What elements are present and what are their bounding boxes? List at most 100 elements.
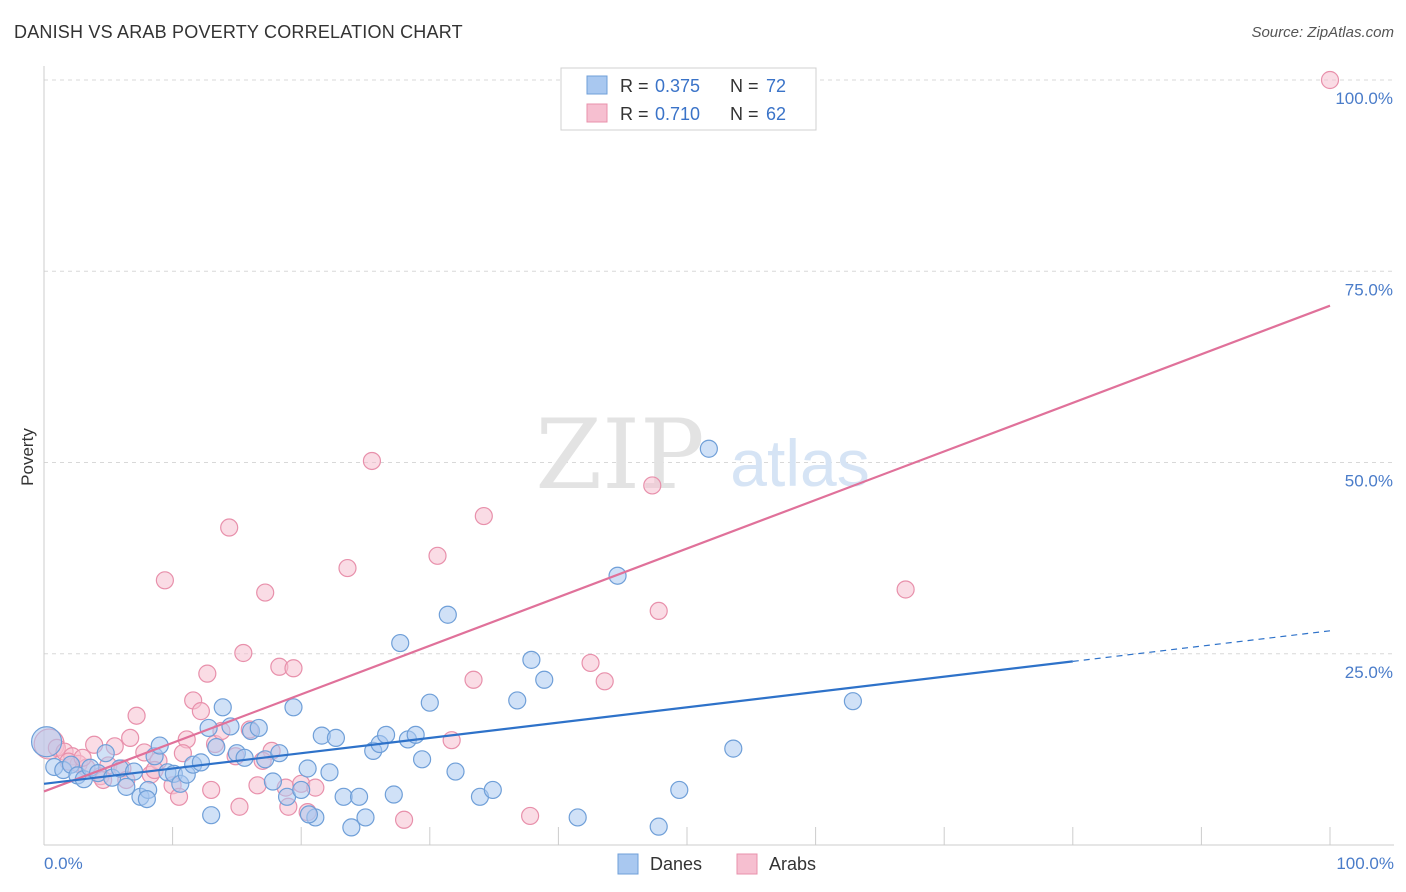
legend-r-label-arabs: R = [620,104,649,124]
trend-layer [43,304,1331,793]
series-legend-swatch-danes [617,853,639,875]
arabs-trend-line [43,304,1331,793]
arabs-point [191,702,210,721]
danes-point [356,808,375,827]
arabs-point [256,583,275,602]
danes-point [326,728,346,748]
arabs-point [428,546,447,565]
arabs-point [202,780,221,800]
chart-title: DANISH VS ARAB POVERTY CORRELATION CHART [14,22,463,42]
danes-point [96,744,115,763]
arabs-point [595,672,614,691]
danes-point [483,780,502,800]
arabs-point [649,601,668,621]
legend-r-value-arabs: 0.710 [655,104,700,124]
arabs-point [474,506,493,526]
danes-point [670,780,689,800]
arabs-point [234,643,253,663]
danes-point [342,818,361,837]
danes-point [249,718,268,738]
arabs-point [464,670,483,689]
danes-point [137,789,156,809]
x-tick-label-right: 100.0% [1336,854,1394,873]
arabs-point [581,653,600,673]
series-legend-label-arabs: Arabs [769,854,816,874]
danes-point [284,698,303,717]
legend-n-value-arabs: 62 [766,104,786,124]
danes-point [384,785,403,804]
y-tick-label: 50.0% [1345,472,1393,491]
danes-point [376,725,396,744]
series-legend-swatch-arabs [736,853,758,875]
danes-point [117,777,136,796]
y-axis-label: Poverty [18,428,37,486]
danes-point [649,817,668,836]
source-credit: Source: ZipAtlas.com [1251,24,1394,41]
y-tick-label: 75.0% [1345,280,1393,299]
arabs-point [643,476,662,495]
series-legend-label-danes: Danes [650,854,702,874]
danes-point [535,670,554,689]
danes-point [843,692,862,711]
y-tick-label: 25.0% [1345,663,1393,682]
danes-point [298,759,317,778]
legend-swatch-arabs [586,103,608,123]
watermark-atlas: atlas [730,426,869,500]
legend-r-label-danes: R = [620,76,649,96]
danes-point [568,808,587,827]
danes-point [292,780,311,800]
series-legend: Danes Arabs [617,853,816,875]
arabs-point [121,728,140,748]
arabs-point [173,744,192,763]
danes-trend-line [43,660,1073,785]
arabs-point [362,451,382,471]
danes-point [207,737,226,757]
arabs-point [198,664,217,683]
arabs-point [896,580,915,599]
arabs-point [220,518,239,537]
legend-n-value-danes: 72 [766,76,786,96]
danes-point [522,650,541,669]
danes-point [270,744,289,763]
arabs-point [155,571,174,590]
danes-point [202,806,221,825]
danes-point [699,439,718,458]
danes-point [438,605,457,624]
danes-point [508,691,527,710]
arabs-point [230,797,249,816]
x-tick-label-left: 0.0% [44,854,83,873]
danes-point [724,739,743,758]
danes-points [30,439,862,837]
danes-point [349,787,369,806]
stats-legend: R = 0.375 N = 72 R = 0.710 N = 62 [560,67,817,131]
danes-point [213,698,232,717]
legend-r-value-danes: 0.375 [655,76,700,96]
arabs-point [394,810,414,829]
axes-layer [43,66,1394,846]
danes-trend-extension [1072,630,1331,662]
watermark-zip: ZIP [535,399,704,511]
danes-point [263,772,283,791]
arabs-point [338,558,357,578]
legend-n-label-arabs: N = [730,104,759,124]
arabs-point [284,659,303,678]
danes-point [412,750,432,769]
danes-point [334,787,353,806]
danes-point [299,805,319,824]
danes-point [446,762,465,781]
y-tick-label: 100.0% [1335,89,1393,108]
danes-point [191,753,210,772]
danes-point [235,748,254,767]
legend-swatch-danes [586,75,608,95]
danes-point [391,633,410,653]
arabs-point [1320,70,1340,90]
danes-point [30,726,63,758]
grid-layer: 25.0% 50.0% 75.0% 100.0% [44,79,1394,682]
danes-point [320,763,339,782]
arabs-point [127,706,146,725]
danes-point [199,718,218,738]
arabs-point [521,806,540,826]
danes-point [420,693,439,712]
arabs-point [248,776,267,795]
legend-n-label-danes: N = [730,76,759,96]
